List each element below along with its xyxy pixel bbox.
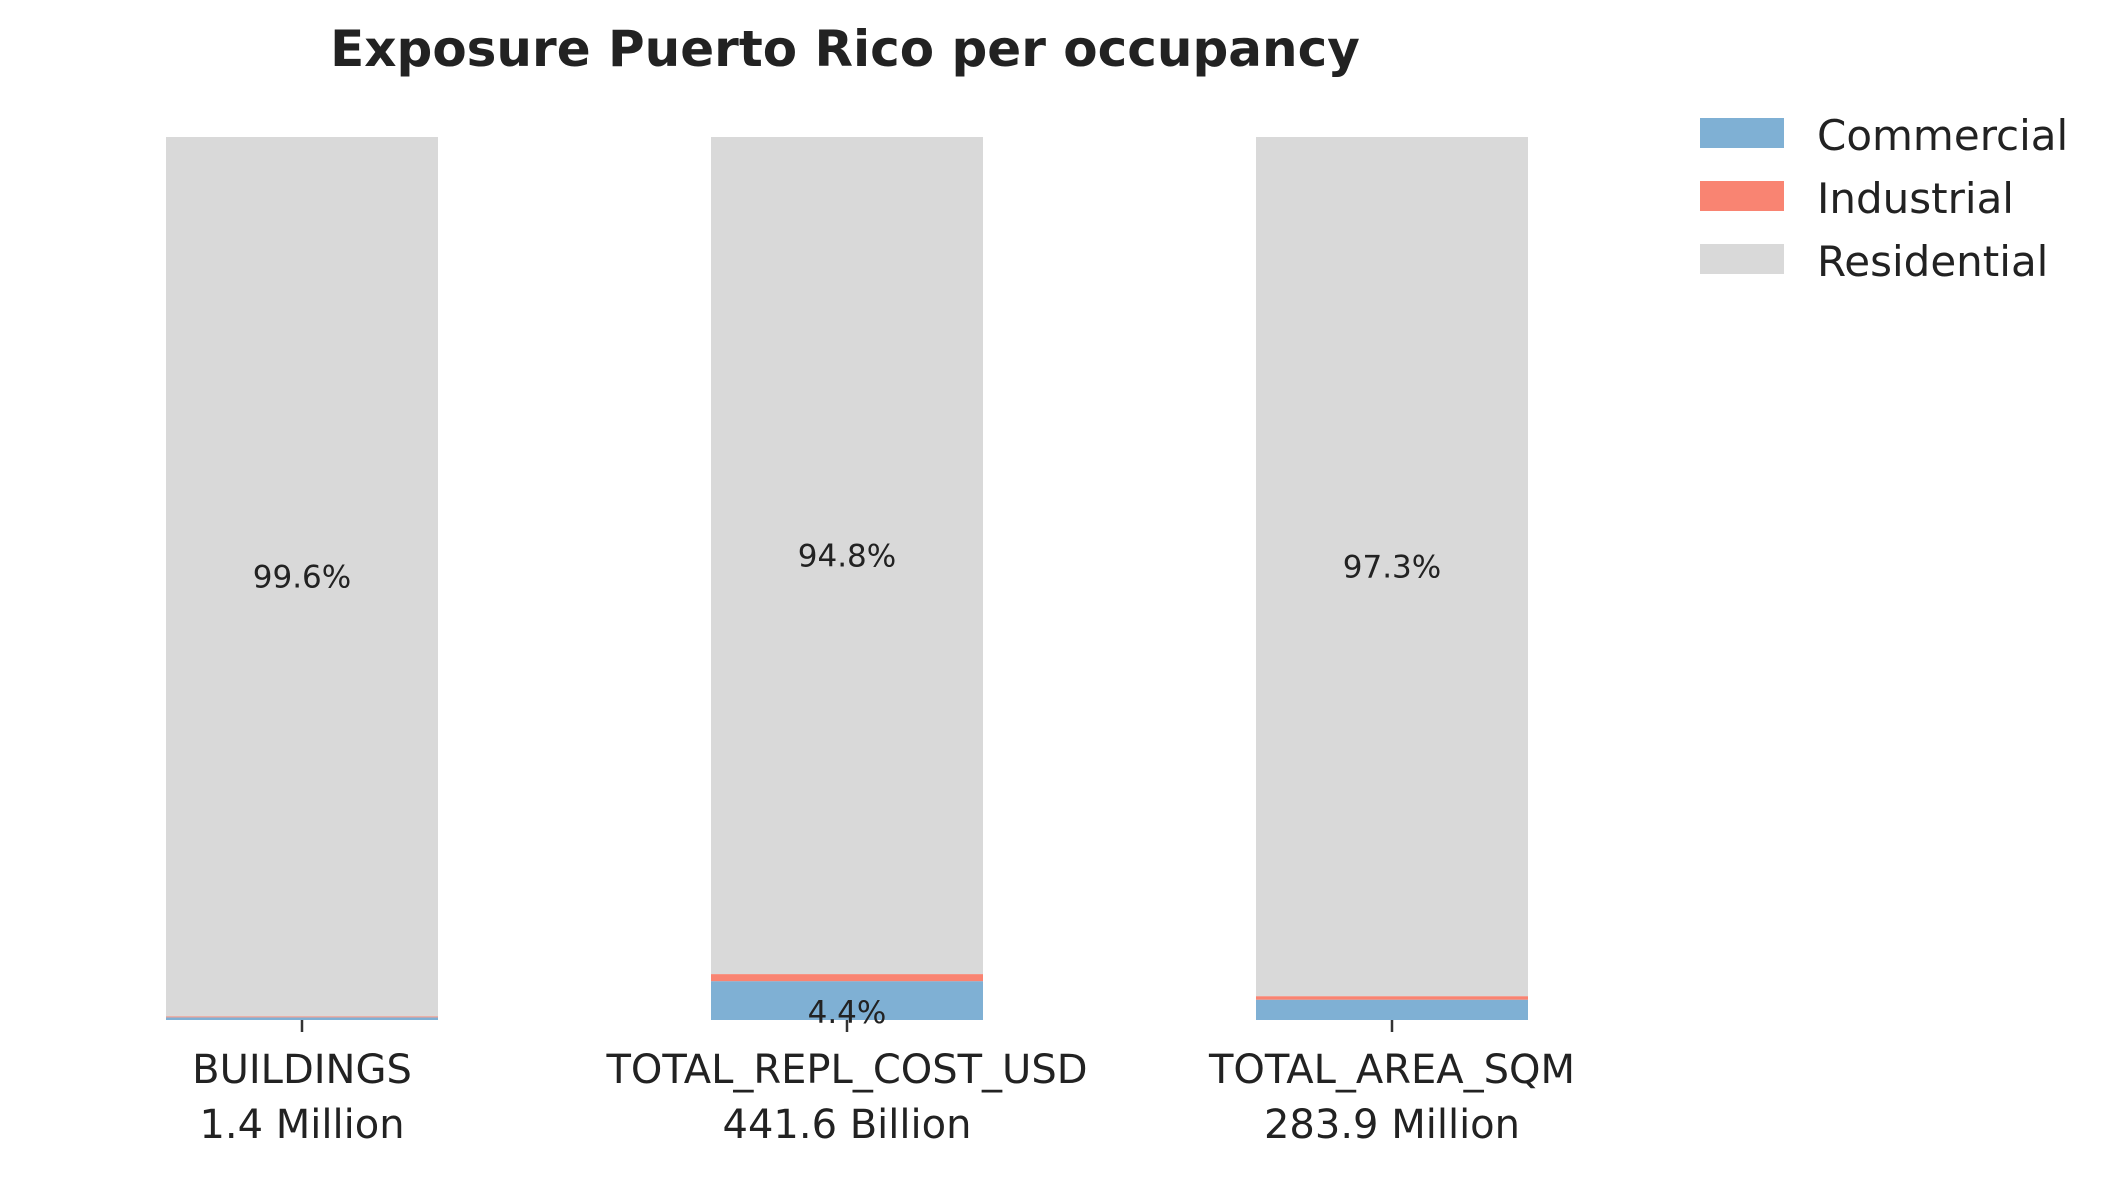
- legend-swatch-industrial: [1700, 181, 1784, 211]
- bar-total-repl-cost-usd-commercial: [711, 981, 983, 1020]
- x-tick-total-label: 283.9 Million: [1264, 1102, 1520, 1148]
- legend-label-commercial: Commercial: [1817, 111, 2068, 160]
- bar-total-area-sqm-residential: [1256, 137, 1528, 997]
- bars-layer: [166, 137, 1528, 1020]
- bar-total-repl-cost-usd-industrial: [711, 974, 983, 982]
- bar-buildings-residential: [166, 137, 438, 1017]
- bar-buildings-industrial: [166, 1016, 438, 1018]
- legend-label-industrial: Industrial: [1817, 174, 2014, 223]
- data-label-buildings-residential: 99.6%: [253, 560, 351, 596]
- x-axis: BUILDINGS 1.4 Million TOTAL_REPL_COST_USD 4…: [192, 1020, 1575, 1148]
- x-tick-label: TOTAL_REPL_COST_USD: [605, 1047, 1087, 1093]
- bar-buildings-commercial: [166, 1017, 438, 1020]
- data-label-total-area-sqm-residential: 97.3%: [1343, 550, 1441, 586]
- legend-swatch-residential: [1700, 244, 1784, 274]
- x-tick-total-label: 441.6 Billion: [723, 1102, 972, 1148]
- x-tick-label: TOTAL_AREA_SQM: [1208, 1047, 1575, 1093]
- legend-label-residential: Residential: [1817, 237, 2048, 286]
- x-tick-total-label: 1.4 Million: [199, 1102, 404, 1148]
- legend: Commercial Industrial Residential: [1700, 111, 2068, 286]
- x-tick-label: BUILDINGS: [192, 1047, 412, 1093]
- bar-total-area-sqm-commercial: [1256, 999, 1528, 1020]
- bar-total-repl-cost-usd-residential: [711, 137, 983, 975]
- chart-title: Exposure Puerto Rico per occupancy: [330, 20, 1360, 78]
- legend-swatch-commercial: [1700, 118, 1784, 148]
- data-label-total-repl-cost-usd-residential: 94.8%: [798, 539, 896, 575]
- bar-total-area-sqm-industrial: [1256, 996, 1528, 1000]
